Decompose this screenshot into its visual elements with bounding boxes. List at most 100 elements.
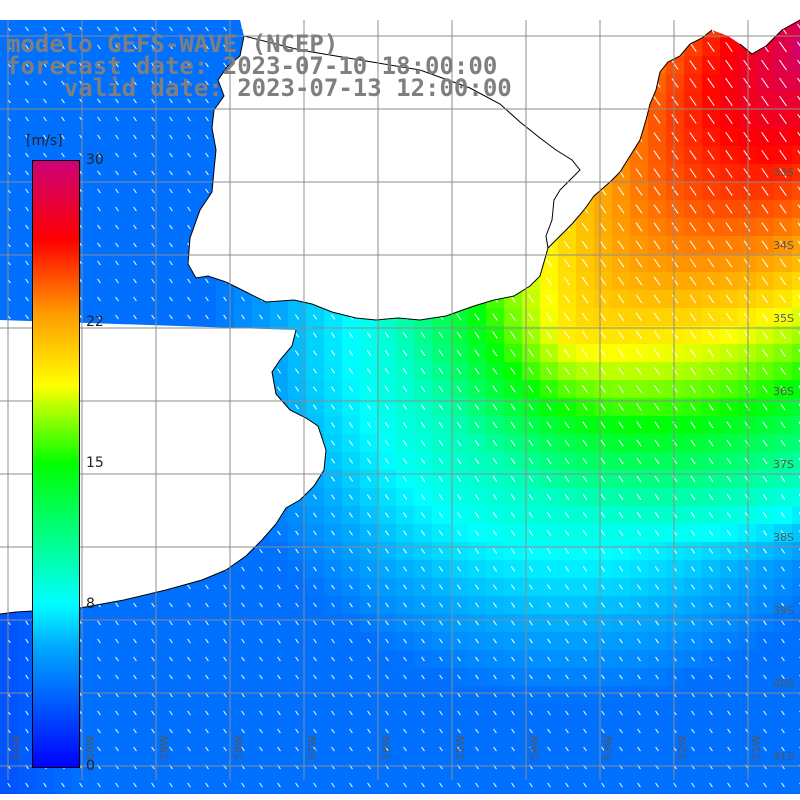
- wind-arrow: [420, 548, 426, 554]
- wind-arrow: [205, 80, 209, 86]
- wind-arrow: [636, 584, 642, 590]
- wind-arrow: [259, 692, 263, 698]
- wind-arrow: [115, 782, 119, 788]
- wind-arrow: [743, 312, 751, 322]
- wind-arrow: [187, 710, 191, 716]
- wind-arrow: [601, 638, 605, 644]
- wind-arrow: [475, 710, 479, 716]
- wind-arrow: [438, 512, 444, 518]
- wind-arrow: [474, 385, 480, 393]
- wind-arrow: [600, 421, 606, 429]
- wind-arrow: [745, 782, 749, 788]
- wind-arrow: [796, 41, 800, 47]
- wind-arrow: [438, 421, 444, 429]
- wind-arrow: [781, 746, 785, 752]
- wind-arrow: [727, 782, 731, 788]
- wind-arrow: [312, 332, 318, 338]
- wind-arrow: [618, 403, 624, 411]
- wind-arrow: [673, 782, 677, 788]
- wind-arrow: [725, 204, 733, 214]
- wind-arrow: [528, 349, 534, 357]
- wind-arrow: [115, 170, 119, 176]
- wind-arrow: [511, 674, 515, 680]
- wind-arrow: [187, 80, 191, 86]
- wind-arrow: [187, 152, 191, 158]
- wind-arrow: [763, 728, 767, 734]
- wind-arrow: [671, 78, 679, 88]
- wind-arrow: [510, 548, 516, 554]
- wind-arrow: [689, 348, 697, 358]
- wind-arrow: [581, 276, 589, 286]
- wind-arrow: [547, 710, 551, 716]
- wind-arrow: [402, 349, 408, 357]
- wind-arrow: [169, 314, 173, 320]
- wind-arrow: [707, 222, 715, 232]
- wind-arrow: [546, 530, 552, 536]
- wind-arrow: [43, 782, 47, 788]
- land-mass: [0, 0, 712, 320]
- wind-arrow: [493, 638, 497, 644]
- wind-arrow: [402, 512, 408, 518]
- wind-arrow: [797, 222, 800, 227]
- wind-arrow: [709, 674, 713, 680]
- wind-arrow: [349, 746, 353, 752]
- wind-arrow: [169, 242, 173, 248]
- wind-arrow: [187, 620, 191, 626]
- wind-arrow: [708, 475, 714, 483]
- wind-arrow: [493, 692, 497, 698]
- wind-arrow: [671, 258, 679, 268]
- wind-speed-cell: [792, 56, 800, 74]
- wind-arrow: [474, 457, 480, 465]
- wind-arrow: [456, 494, 462, 500]
- wind-arrow: [708, 548, 714, 554]
- wind-speed-cell: [792, 290, 800, 308]
- wind-speed-cell: [792, 758, 800, 776]
- wind-arrow: [761, 131, 769, 143]
- wind-arrow: [277, 368, 281, 374]
- wind-arrow: [671, 294, 679, 304]
- wind-arrow: [582, 493, 588, 501]
- wind-arrow: [583, 746, 587, 752]
- wind-arrow: [25, 134, 29, 140]
- wind-arrow: [743, 348, 751, 358]
- wind-arrow: [563, 258, 571, 268]
- wind-arrow: [97, 674, 101, 680]
- wind-arrow: [331, 566, 335, 572]
- wind-arrow: [402, 548, 408, 554]
- wind-arrow: [205, 314, 209, 320]
- wind-arrow: [547, 656, 551, 662]
- wind-arrow: [25, 62, 29, 68]
- wind-arrow: [25, 638, 29, 644]
- wind-arrow: [581, 348, 589, 358]
- wind-arrow: [671, 276, 679, 286]
- wind-arrow: [564, 403, 570, 411]
- wind-arrow: [599, 312, 607, 322]
- wind-arrow: [727, 674, 731, 680]
- wind-arrow: [635, 240, 643, 250]
- wind-arrow: [528, 584, 534, 590]
- wind-arrow: [780, 367, 786, 375]
- color-scale-tick: 22: [86, 313, 104, 330]
- wind-arrow: [349, 674, 353, 680]
- wind-arrow: [707, 330, 715, 340]
- wind-arrow: [761, 59, 769, 71]
- wind-arrow: [761, 113, 769, 125]
- wind-arrow: [79, 782, 83, 788]
- wind-arrow: [726, 403, 732, 411]
- wind-arrow: [583, 782, 587, 788]
- wind-arrow: [583, 638, 587, 644]
- wind-arrow: [385, 638, 389, 644]
- wind-arrow: [725, 131, 733, 143]
- wind-arrow: [439, 710, 443, 716]
- wind-arrow: [762, 548, 768, 554]
- wind-arrow: [349, 728, 353, 734]
- wind-arrow: [529, 782, 533, 788]
- wind-arrow: [7, 782, 11, 788]
- wind-arrow: [115, 602, 119, 608]
- wind-arrow: [366, 512, 372, 518]
- wind-arrow: [671, 312, 679, 322]
- wind-arrow: [187, 638, 191, 644]
- wind-arrow: [761, 258, 769, 268]
- wind-arrow: [25, 98, 29, 104]
- wind-arrow: [205, 98, 209, 104]
